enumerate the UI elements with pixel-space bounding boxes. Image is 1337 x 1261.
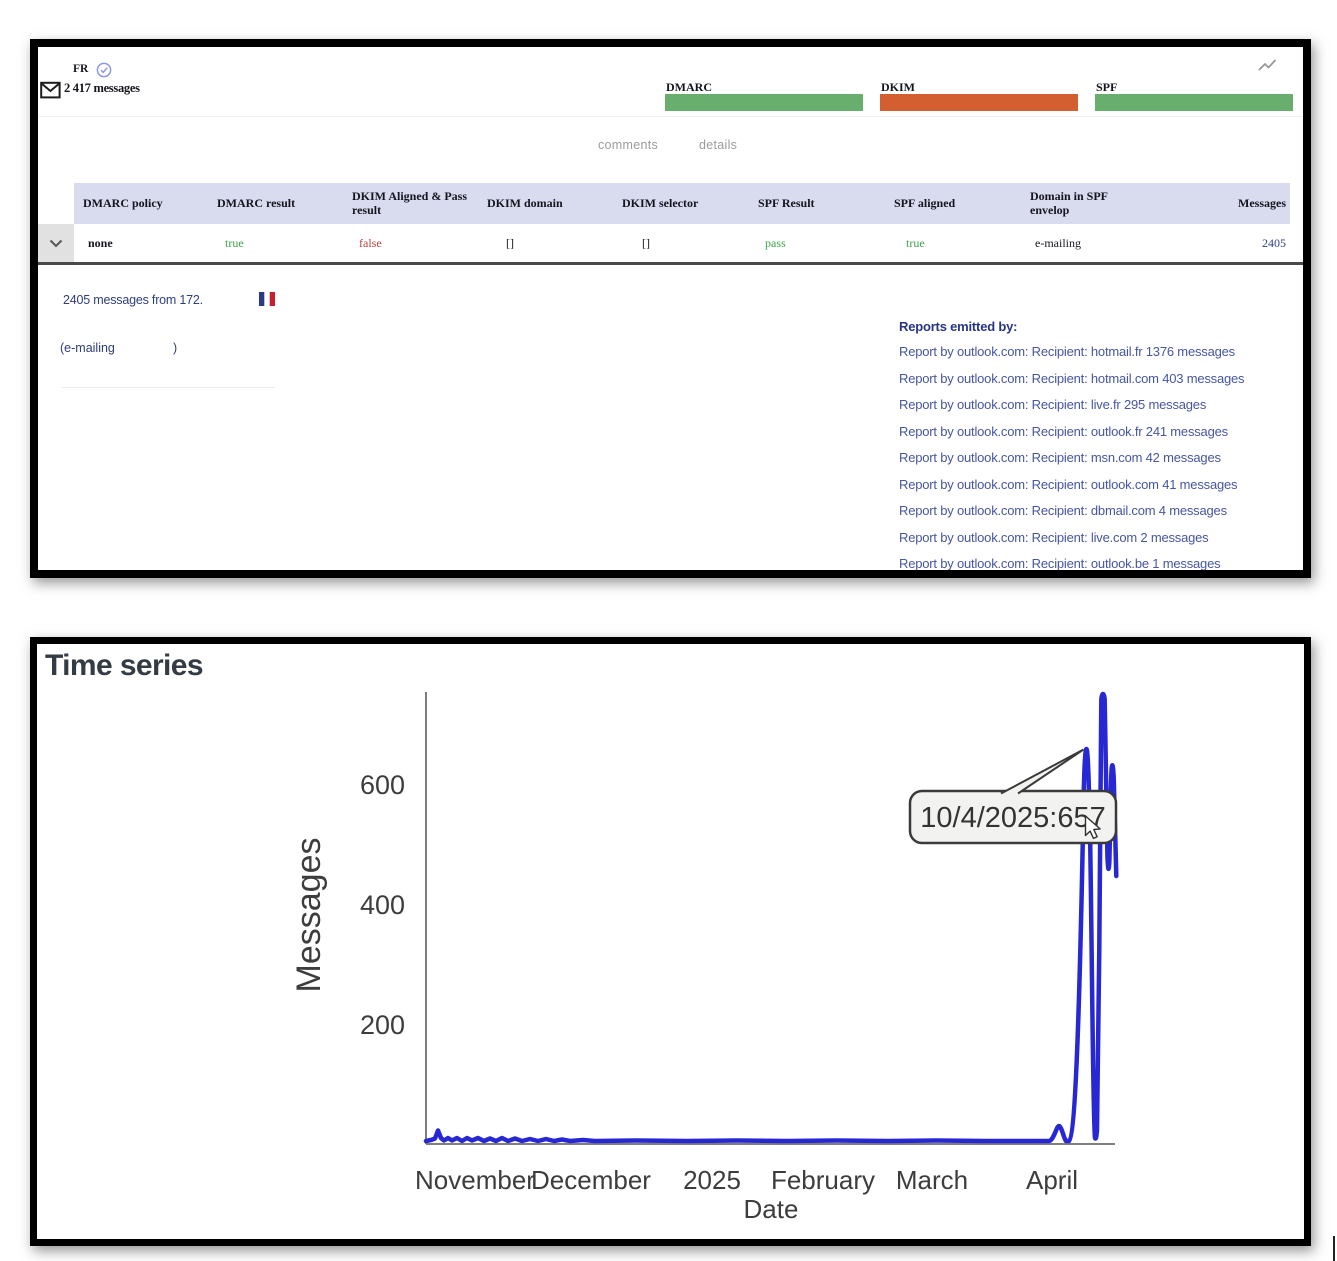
svg-text:Date: Date [744, 1194, 799, 1224]
svg-text:April: April [1026, 1165, 1078, 1195]
svg-text:February: February [771, 1165, 875, 1195]
svg-text:March: March [896, 1165, 968, 1195]
svg-text:Messages: Messages [290, 838, 328, 993]
svg-text:10/4/2025:657: 10/4/2025:657 [920, 802, 1105, 834]
svg-text:200: 200 [360, 1010, 405, 1040]
svg-text:600: 600 [360, 770, 405, 800]
svg-text:400: 400 [360, 890, 405, 920]
svg-text:December: December [531, 1165, 651, 1195]
svg-text:November: November [415, 1165, 535, 1195]
svg-text:2025: 2025 [683, 1165, 741, 1195]
